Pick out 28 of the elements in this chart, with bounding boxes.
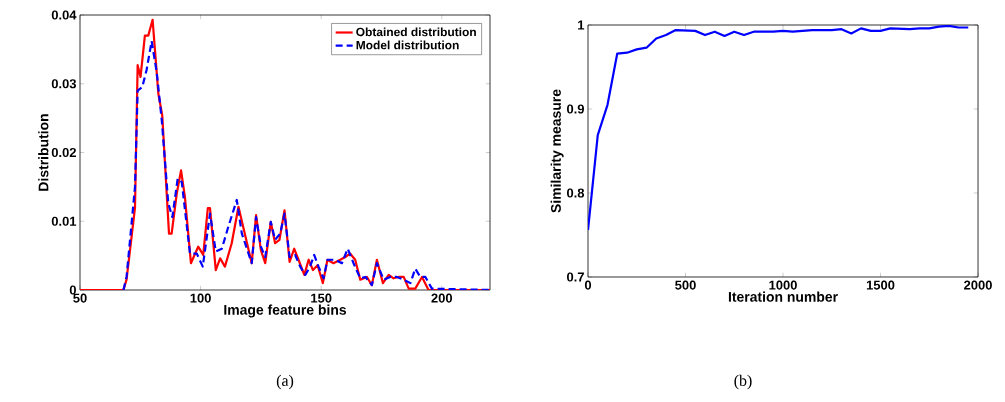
x-tick-label: 200 [431,293,453,303]
x-tick-label: 500 [675,280,696,290]
y-tick-label: 0.8 [567,188,585,198]
x-tick-label: 50 [73,293,87,303]
x-tick-label: 2000 [964,280,992,290]
y-tick-label: 1 [578,20,585,30]
line-series [588,25,970,232]
x-tick-label: 1000 [769,280,797,290]
text: (b) [734,374,752,390]
legend-label: Obtained distribution [356,27,476,37]
legend-label: Model distribution [356,40,459,50]
line-series [80,18,491,290]
text: (a) [276,374,294,390]
y-tick-label: 0.02 [51,147,76,158]
x-tick-label: 150 [311,293,332,303]
x-tick-label: 0 [584,280,592,290]
y-tick-label: 0.03 [51,79,77,89]
y-axis-title: Distribution [38,114,49,191]
x-tick-label: 100 [190,293,211,303]
y-axis-title: Similarity measure [550,89,564,213]
y-tick-label: 0.7 [567,272,584,282]
x-tick-label: 1500 [866,280,895,290]
x-axis-title: Image feature bins [224,304,347,318]
line-series [122,40,491,290]
x-axis-title: Iteration number [728,291,838,302]
y-tick-label: 0.01 [51,216,77,226]
y-tick-label: 0.04 [51,10,77,20]
y-tick-label: 0.9 [567,104,585,114]
